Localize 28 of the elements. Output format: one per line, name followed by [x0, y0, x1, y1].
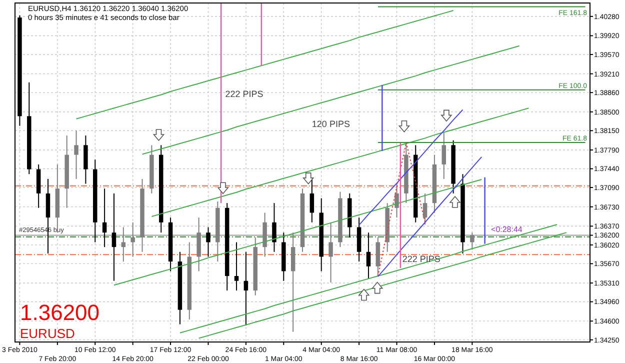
line-series	[142, 45, 520, 155]
candlestick	[206, 226, 210, 258]
annotation: 1.36200	[20, 300, 100, 325]
annotation: 120 PIPS	[312, 118, 350, 129]
candlestick	[234, 242, 239, 292]
line-series	[198, 232, 567, 339]
line-series	[113, 178, 482, 286]
candlestick	[310, 178, 314, 223]
annotation: <0:28:44	[491, 225, 523, 234]
candlestick	[112, 192, 116, 282]
candlestick	[102, 188, 107, 248]
candlestick	[272, 202, 276, 252]
candlestick	[470, 232, 474, 250]
candlestick	[130, 222, 135, 258]
candlestick	[244, 251, 248, 326]
candlestick	[121, 226, 126, 262]
line-series	[358, 109, 464, 226]
candlestick	[74, 130, 78, 180]
candlestick	[394, 183, 399, 218]
annotation: EURUSD	[20, 326, 75, 341]
candlestick	[328, 222, 333, 283]
line-series	[179, 224, 558, 334]
annotation: 222 PIPS	[225, 88, 264, 99]
candlestick	[422, 192, 428, 226]
candlestick	[366, 232, 371, 280]
candlestick	[442, 132, 446, 180]
line-series	[377, 156, 482, 278]
line-series	[151, 108, 530, 217]
